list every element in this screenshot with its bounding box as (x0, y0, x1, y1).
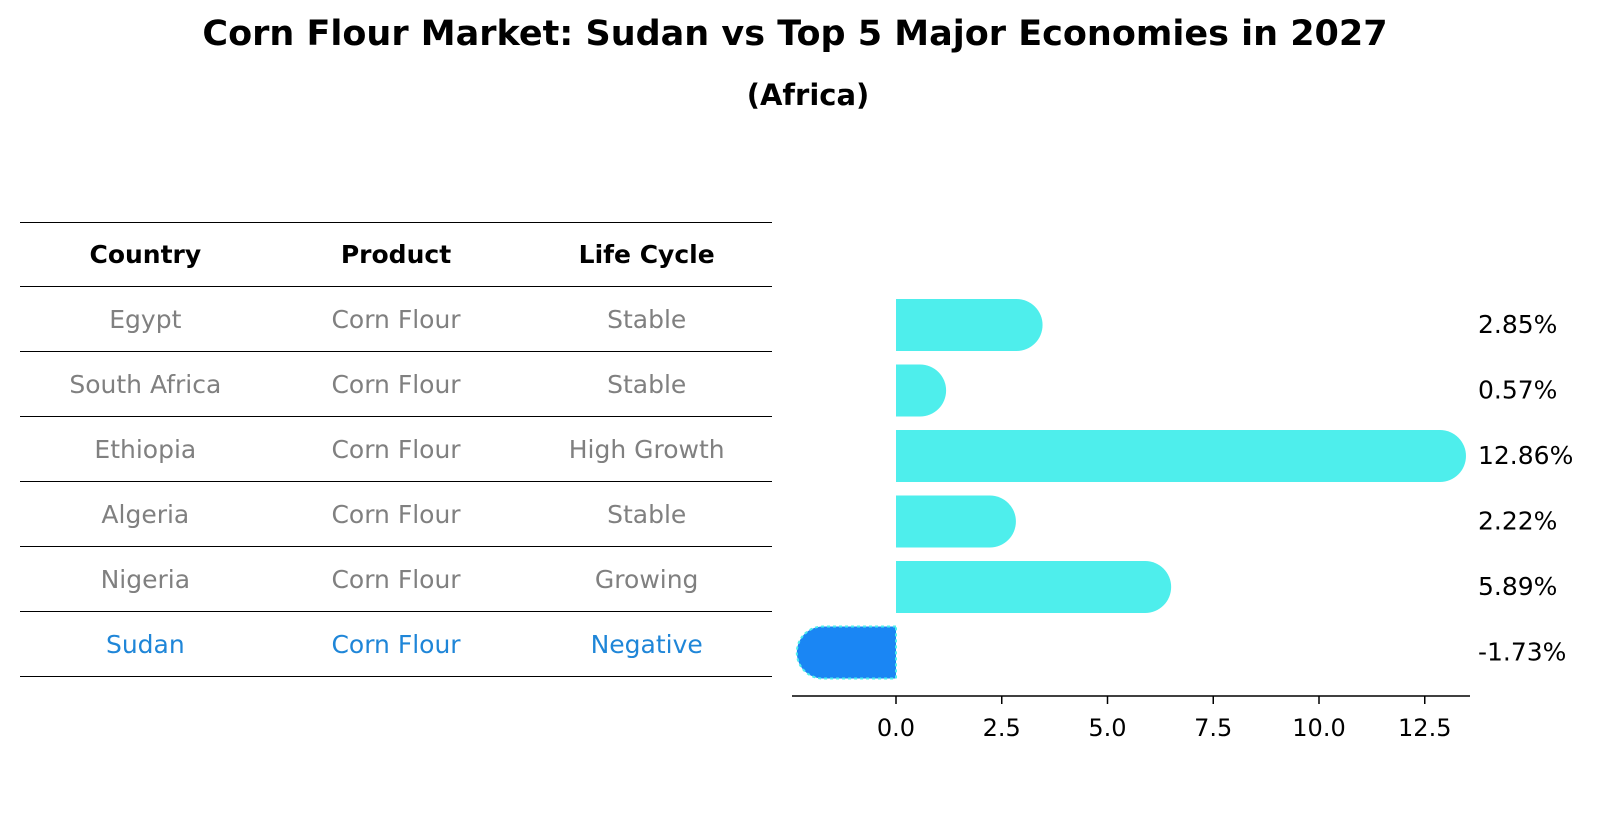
column-header-product: Product (340, 240, 452, 269)
cell-country: Egypt (109, 304, 182, 334)
column-header-country: Country (89, 240, 202, 269)
chart-subtitle: (Africa) (746, 78, 870, 112)
table-row: Ethiopia Corn Flour High Growth (20, 417, 772, 482)
x-tick-label: 7.5 (1194, 714, 1232, 742)
cell-country: Ethiopia (94, 434, 197, 464)
cell-country: Sudan (105, 629, 185, 659)
column-header-life-cycle: Life Cycle (578, 240, 715, 269)
x-tick-label: 10.0 (1292, 714, 1345, 742)
value-label-ethiopia: 12.86% (1478, 441, 1573, 470)
cell-country: Nigeria (100, 564, 191, 594)
value-label-egypt: 2.85% (1478, 310, 1557, 339)
value-label-sudan: -1.73% (1478, 638, 1566, 667)
cell-life-cycle: Stable (607, 499, 687, 529)
bar-sudan (795, 625, 897, 680)
cell-life-cycle: Negative (590, 629, 703, 659)
cell-product: Corn Flour (331, 499, 461, 529)
cell-product: Corn Flour (331, 369, 461, 399)
bar-algeria (896, 495, 1016, 548)
value-label-algeria: 2.22% (1478, 507, 1557, 536)
value-label-nigeria: 5.89% (1478, 572, 1557, 601)
bar-nigeria (896, 561, 1172, 613)
cell-life-cycle: Stable (607, 369, 687, 399)
chart-title: Corn Flour Market: Sudan vs Top 5 Major … (202, 14, 1388, 54)
table-row-highlighted: Sudan Corn Flour Negative (20, 612, 772, 677)
x-tick-label: 12.5 (1398, 714, 1451, 742)
x-tick-label: 2.5 (983, 714, 1021, 742)
bar-south-africa (896, 364, 947, 417)
cell-product: Corn Flour (331, 564, 461, 594)
cell-product: Corn Flour (331, 434, 461, 464)
x-tick-label: 0.0 (877, 714, 915, 742)
table-row: Nigeria Corn Flour Growing (20, 547, 772, 612)
cell-product: Corn Flour (331, 629, 461, 659)
table-row: South Africa Corn Flour Stable (20, 352, 772, 417)
cell-product: Corn Flour (331, 304, 461, 334)
cell-life-cycle: Stable (607, 304, 687, 334)
table-row: Egypt Corn Flour Stable (20, 287, 772, 352)
bar-egypt (896, 299, 1043, 351)
table-row: Algeria Corn Flour Stable (20, 482, 772, 547)
table-header-row: Country Product Life Cycle (20, 222, 772, 287)
x-tick-label: 5.0 (1088, 714, 1126, 742)
bar-ethiopia (896, 430, 1466, 482)
cell-life-cycle: High Growth (568, 434, 725, 464)
cell-life-cycle: Growing (594, 564, 699, 594)
comparison-table: Country Product Life Cycle Egypt Corn Fl… (20, 222, 772, 677)
cell-country: South Africa (69, 369, 222, 399)
cell-country: Algeria (101, 499, 190, 529)
value-label-south-africa: 0.57% (1478, 376, 1557, 405)
